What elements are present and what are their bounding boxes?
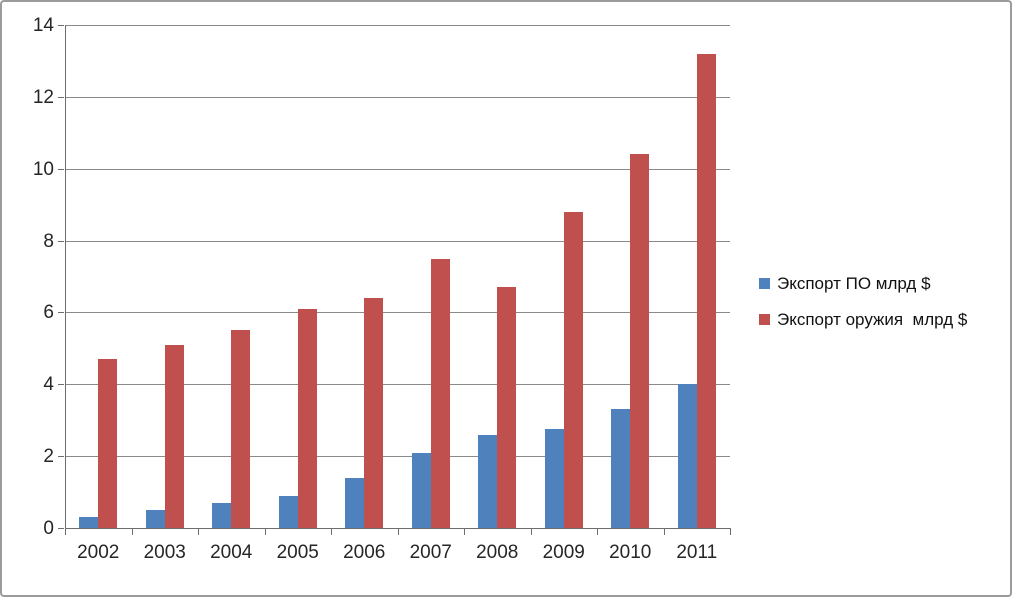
legend-item-arms-export: Экспорт оружия млрд $: [759, 310, 967, 329]
x-tick-label: 2004: [210, 542, 253, 563]
bar-software-export-2002: [79, 517, 99, 528]
bar-software-export-2008: [478, 434, 498, 528]
x-axis-tick: [331, 528, 332, 535]
y-axis-tick: [58, 25, 64, 26]
x-tick-label: 2010: [609, 542, 652, 563]
bar-arms-export-2009: [563, 211, 583, 528]
bar-software-export-2006: [345, 477, 365, 528]
y-axis-tick: [58, 240, 64, 242]
x-axis-tick: [530, 528, 532, 535]
x-axis-tick: [397, 528, 399, 535]
y-axis-tick: [58, 312, 64, 314]
bar-arms-export-2004: [231, 330, 251, 528]
horizontal-gridline-8: [65, 240, 730, 242]
x-axis-tick: [663, 528, 665, 535]
y-axis-tick: [58, 528, 64, 529]
y-tick-label: 12: [32, 86, 54, 108]
y-axis-line: [65, 25, 66, 528]
bar-arms-export-2011: [696, 53, 716, 528]
y-tick-label: 8: [43, 230, 54, 252]
x-tick-label: 2003: [143, 542, 186, 563]
bar-software-export-2003: [145, 510, 165, 528]
bar-arms-export-2002: [98, 359, 118, 528]
legend-swatch-software-export: [759, 278, 770, 289]
x-tick-label: 2011: [676, 542, 718, 563]
bar-arms-export-2005: [297, 308, 317, 528]
bar-arms-export-2006: [364, 298, 384, 528]
y-tick-label: 10: [32, 158, 54, 180]
legend-item-software-export: Экспорт ПО млрд $: [759, 274, 931, 293]
bar-arms-export-2010: [630, 154, 650, 528]
y-axis-tick: [58, 96, 64, 98]
x-tick-label: 2007: [409, 542, 452, 563]
y-axis-tick: [58, 168, 64, 170]
bar-arms-export-2008: [497, 287, 517, 528]
bar-software-export-2005: [278, 495, 298, 528]
y-tick-label: 4: [43, 374, 54, 396]
x-tick-label: 2006: [343, 542, 386, 563]
y-axis-tick: [58, 384, 64, 386]
x-axis-tick: [597, 528, 598, 535]
bar-software-export-2010: [611, 409, 631, 528]
horizontal-gridline-4: [65, 384, 730, 386]
bar-software-export-2004: [212, 502, 232, 528]
x-axis-tick: [131, 528, 133, 535]
legend-label: Экспорт ПО млрд $: [777, 274, 931, 293]
legend-label: Экспорт оружия млрд $: [777, 310, 968, 329]
bar-arms-export-2007: [430, 258, 450, 528]
y-tick-label: 6: [43, 302, 54, 324]
x-axis-tick: [198, 528, 199, 535]
x-tick-label: 2008: [476, 542, 519, 563]
y-tick-label: 0: [43, 518, 54, 539]
x-axis-tick: [65, 528, 66, 535]
bar-software-export-2007: [411, 452, 431, 528]
x-tick-label: 2002: [77, 542, 120, 563]
x-tick-label: 2005: [276, 542, 319, 563]
legend-swatch-arms-export: [759, 314, 770, 325]
horizontal-gridline-12: [65, 96, 730, 98]
horizontal-gridline-14: [65, 25, 730, 26]
x-tick-label: 2009: [542, 542, 585, 563]
horizontal-gridline-2: [65, 456, 730, 458]
horizontal-gridline-6: [65, 312, 730, 314]
y-tick-label: 14: [32, 15, 54, 36]
x-axis-tick: [730, 528, 731, 535]
y-tick-label: 2: [43, 446, 54, 468]
bar-software-export-2009: [544, 429, 564, 528]
bar-arms-export-2003: [164, 344, 184, 528]
x-axis-tick: [264, 528, 266, 535]
horizontal-gridline-10: [65, 168, 730, 170]
y-axis-tick: [58, 456, 64, 458]
bar-software-export-2011: [677, 384, 697, 528]
x-axis-tick: [464, 528, 465, 535]
